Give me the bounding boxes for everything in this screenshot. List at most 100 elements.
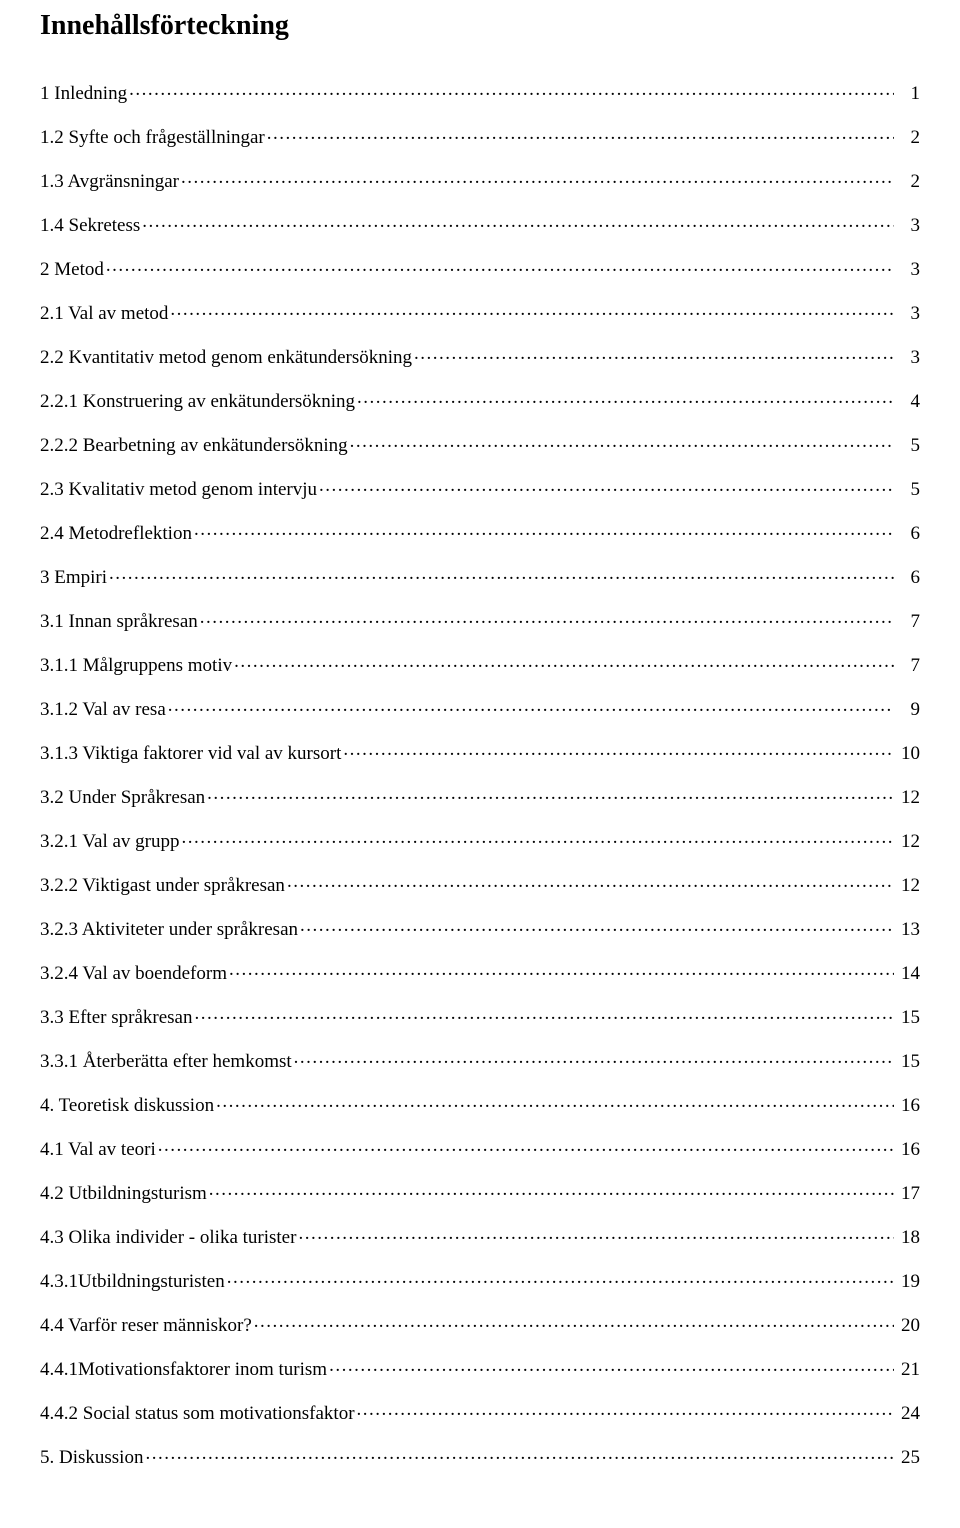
toc-leader [329,1356,894,1375]
toc-page: 4 [896,392,920,411]
toc-label: 3.2.4 Val av boendeform [40,964,227,983]
toc-page: 1 [896,84,920,103]
toc-label: 2.2 Kvantitativ metod genom enkätundersö… [40,348,412,367]
toc-entry: 4.3 Olika individer - olika turister 18 [40,1224,920,1247]
toc-entry: 1 Inledning 1 [40,80,920,103]
toc-leader [194,1004,894,1023]
toc-entry: 1.2 Syfte och frågeställningar 2 [40,124,920,147]
toc-leader [343,740,894,759]
toc-label: 3.2.2 Viktigast under språkresan [40,876,285,895]
toc-page: 15 [896,1008,920,1027]
toc-label: 2.2.2 Bearbetning av enkätundersökning [40,436,348,455]
toc-label: 3.1 Innan språkresan [40,612,198,631]
toc-leader [216,1092,894,1111]
toc-entry: 3 Empiri 6 [40,564,920,587]
toc-label: 1.2 Syfte och frågeställningar [40,128,265,147]
toc-leader [129,80,894,99]
toc-label: 3.3.1 Återberätta efter hemkomst [40,1052,292,1071]
toc-label: 3.1.1 Målgruppens motiv [40,656,232,675]
toc-entry: 3.1.3 Viktiga faktorer vid val av kursor… [40,740,920,763]
toc-leader [170,300,894,319]
toc-label: 3.3 Efter språkresan [40,1008,192,1027]
toc-leader [294,1048,894,1067]
toc-page: 13 [896,920,920,939]
toc-leader [194,520,894,539]
toc-label: 3.2 Under Språkresan [40,788,205,807]
toc-entry: 5. Diskussion 25 [40,1444,920,1467]
toc-entry: 1.4 Sekretess 3 [40,212,920,235]
toc-page: 7 [896,656,920,675]
toc-leader [207,784,894,803]
toc-leader [298,1224,894,1243]
toc-page: 16 [896,1096,920,1115]
toc-leader [168,696,894,715]
toc-leader [267,124,894,143]
toc-leader [200,608,894,627]
toc-label: 2.1 Val av metod [40,304,168,323]
toc-entry: 2 Metod 3 [40,256,920,279]
toc-entry: 3.2.4 Val av boendeform 14 [40,960,920,983]
toc-leader [229,960,894,979]
toc-entry: 3.1.2 Val av resa 9 [40,696,920,719]
toc-entry: 3.3.1 Återberätta efter hemkomst 15 [40,1048,920,1071]
toc-page: 6 [896,568,920,587]
toc-leader [287,872,894,891]
toc-entry: 1.3 Avgränsningar 2 [40,168,920,191]
toc-label: 4.1 Val av teori [40,1140,156,1159]
toc-leader [357,1400,894,1419]
toc-label: 2.2.1 Konstruering av enkätundersökning [40,392,355,411]
toc-page: 17 [896,1184,920,1203]
toc-page: 7 [896,612,920,631]
toc-entry: 4. Teoretisk diskussion 16 [40,1092,920,1115]
toc-entry: 2.1 Val av metod 3 [40,300,920,323]
toc-leader [181,168,894,187]
toc-page: 15 [896,1052,920,1071]
toc-label: 3.1.2 Val av resa [40,700,166,719]
toc-leader [254,1312,894,1331]
toc-leader [109,564,894,583]
toc-page: 12 [896,876,920,895]
toc-label: 1.4 Sekretess [40,216,140,235]
toc-label: 4.3 Olika individer - olika turister [40,1228,296,1247]
toc-page: 18 [896,1228,920,1247]
toc-page: 16 [896,1140,920,1159]
toc-leader [158,1136,894,1155]
toc-page: 21 [896,1360,920,1379]
toc-entry: 4.1 Val av teori 16 [40,1136,920,1159]
toc-leader [414,344,894,363]
toc-page: 12 [896,788,920,807]
toc-entry: 3.1 Innan språkresan 7 [40,608,920,631]
toc-leader [227,1268,894,1287]
toc-page: 3 [896,260,920,279]
toc-page: 25 [896,1448,920,1467]
toc-leader [182,828,895,847]
toc-page: 20 [896,1316,920,1335]
toc-entry: 3.2 Under Språkresan 12 [40,784,920,807]
toc-label: 3.1.3 Viktiga faktorer vid val av kursor… [40,744,341,763]
toc-label: 4.4 Varför reser människor? [40,1316,252,1335]
toc-entry: 2.2.2 Bearbetning av enkätundersökning 5 [40,432,920,455]
toc-label: 4.3.1Utbildningsturisten [40,1272,225,1291]
toc-leader [145,1444,894,1463]
toc-entry: 3.3 Efter språkresan 15 [40,1004,920,1027]
toc-leader [106,256,894,275]
toc-title: Innehållsförteckning [40,10,920,42]
toc-list: 1 Inledning 1 1.2 Syfte och frågeställni… [40,80,920,1467]
document-page: Innehållsförteckning 1 Inledning 1 1.2 S… [0,0,960,1528]
toc-page: 5 [896,480,920,499]
toc-leader [209,1180,894,1199]
toc-label: 1 Inledning [40,84,127,103]
toc-label: 1.3 Avgränsningar [40,172,179,191]
toc-entry: 4.4.2 Social status som motivationsfakto… [40,1400,920,1423]
toc-page: 14 [896,964,920,983]
toc-entry: 2.4 Metodreflektion 6 [40,520,920,543]
toc-page: 10 [896,744,920,763]
toc-leader [357,388,894,407]
toc-page: 6 [896,524,920,543]
toc-label: 2 Metod [40,260,104,279]
toc-leader [319,476,894,495]
toc-leader [300,916,894,935]
toc-page: 3 [896,348,920,367]
toc-entry: 4.2 Utbildningsturism 17 [40,1180,920,1203]
toc-entry: 4.4 Varför reser människor? 20 [40,1312,920,1335]
